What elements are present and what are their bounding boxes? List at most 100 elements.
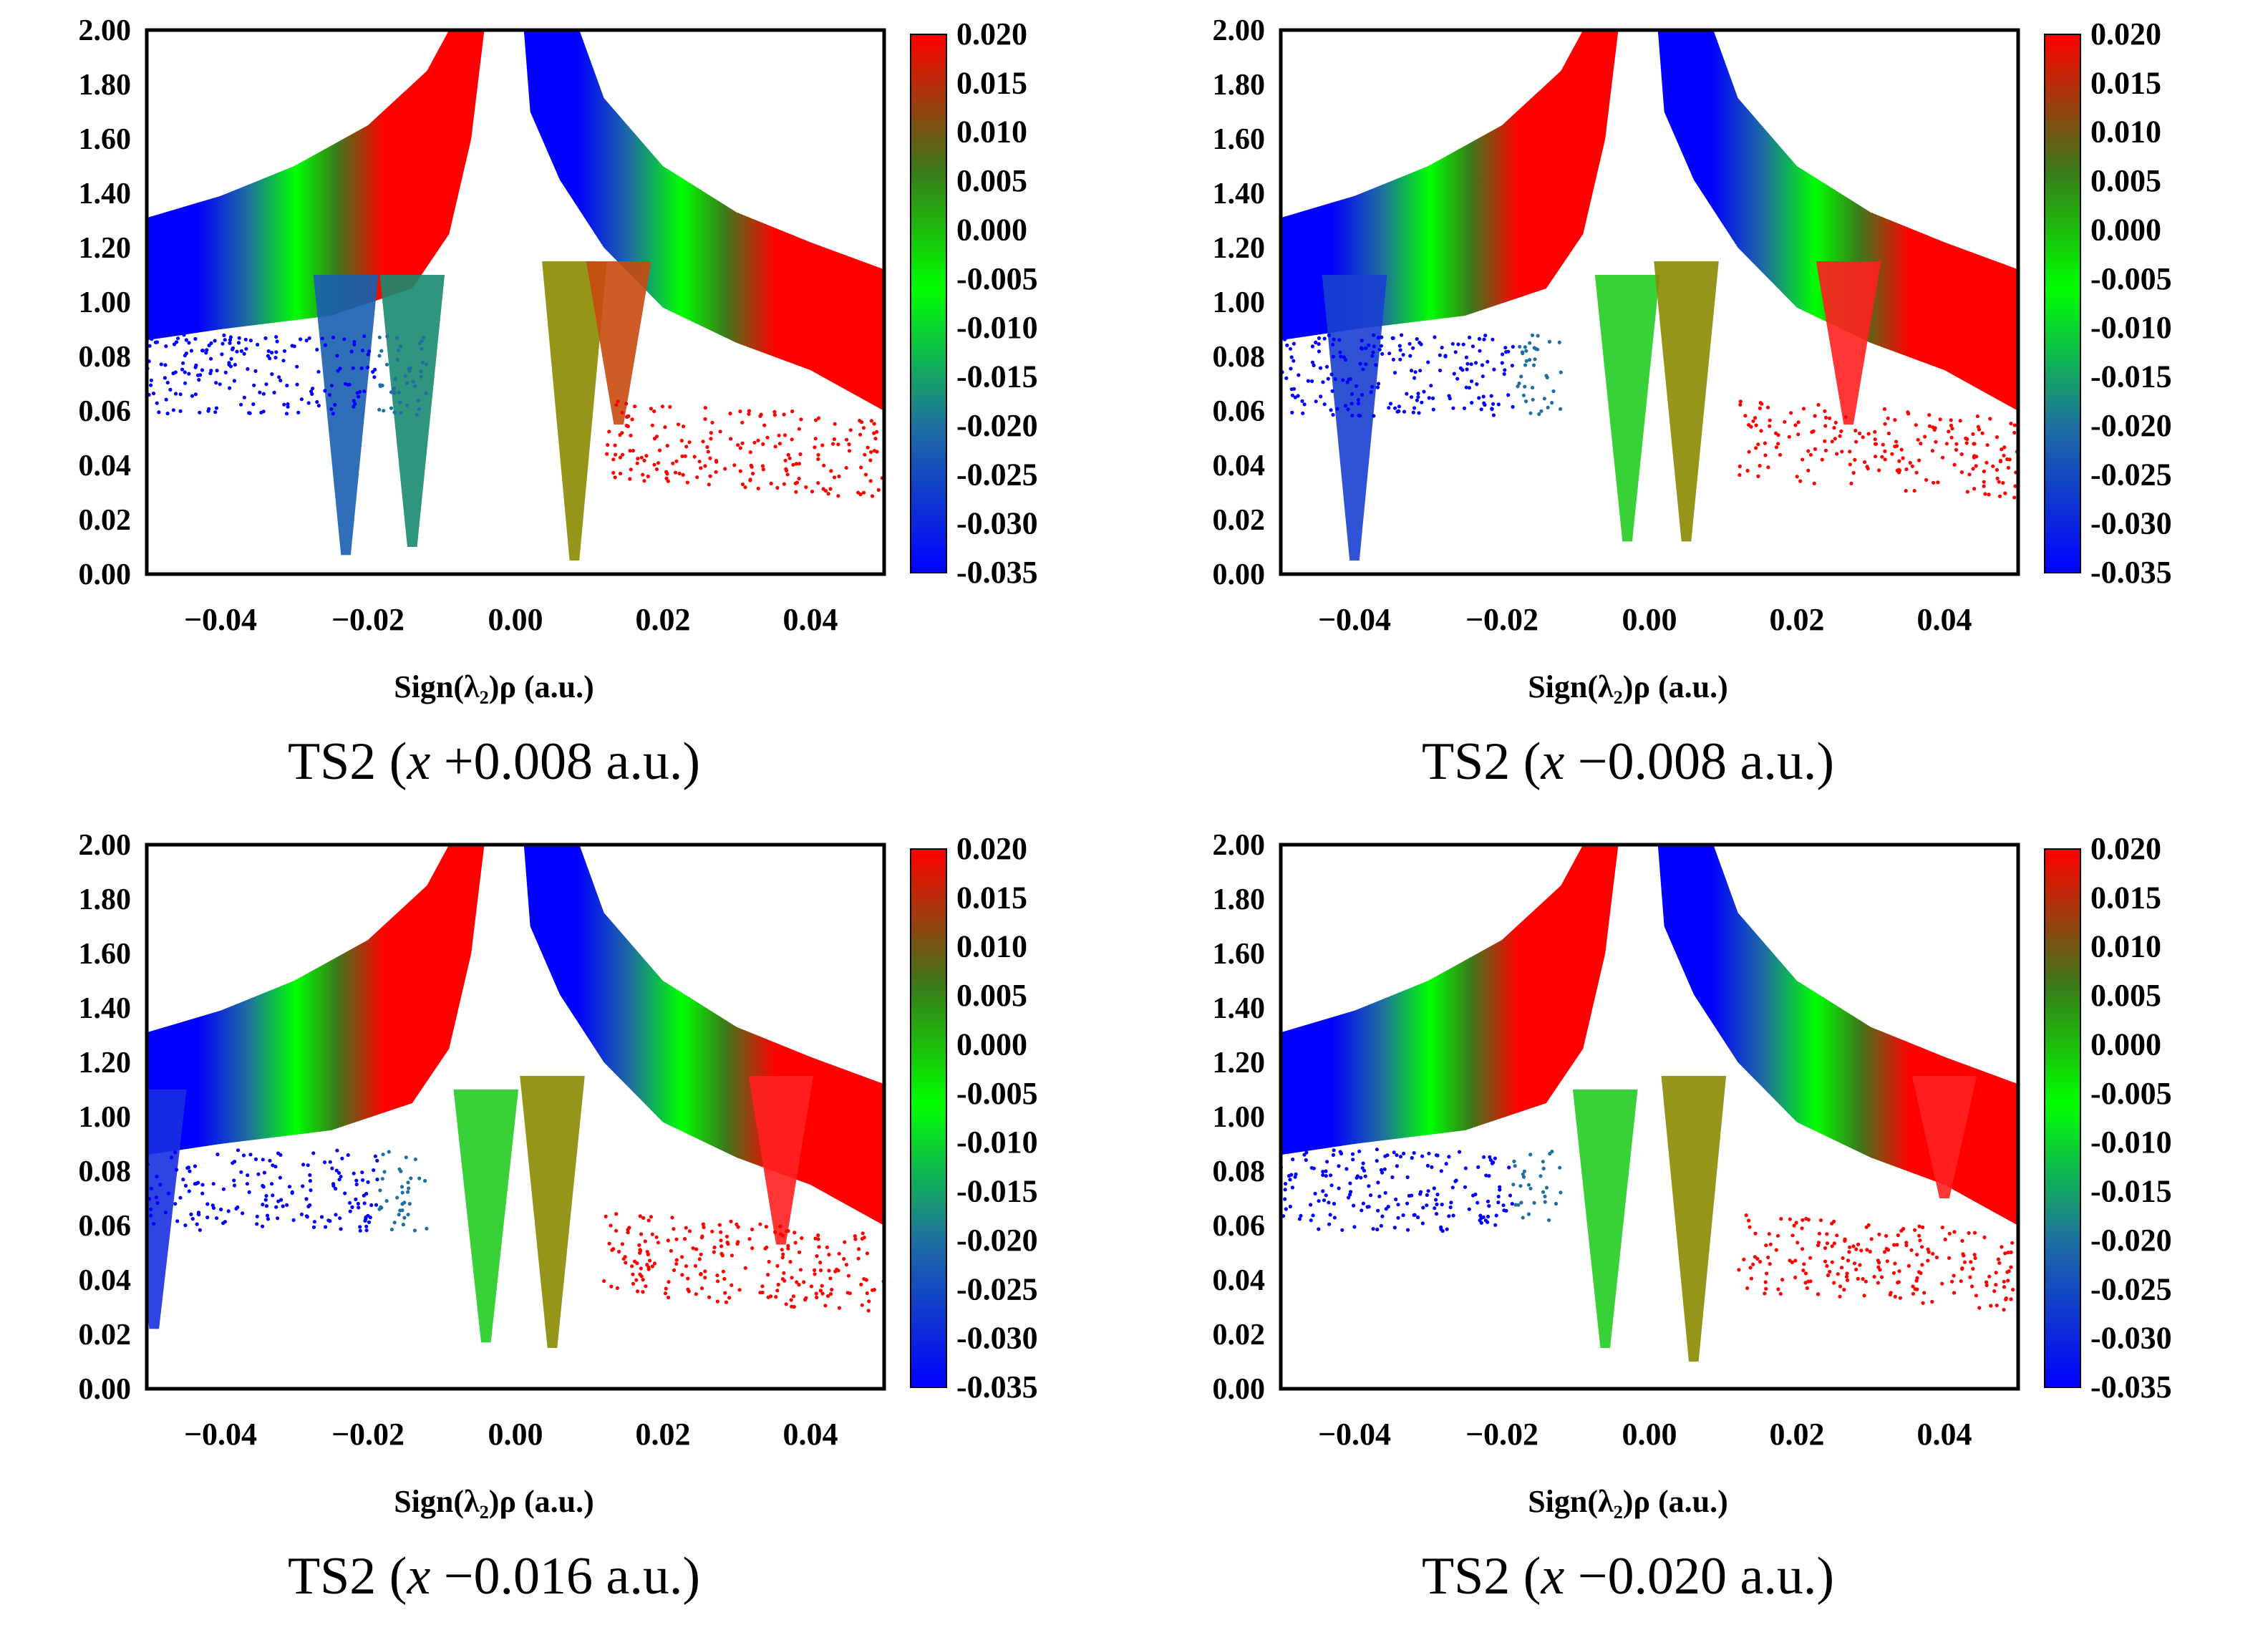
scatter-point	[1995, 467, 1999, 472]
scatter-point	[1862, 1294, 1866, 1298]
scatter-point	[366, 352, 370, 356]
scatter-point	[1528, 1153, 1533, 1157]
scatter-point	[186, 1165, 191, 1170]
scatter-point	[274, 335, 278, 339]
scatter-point	[331, 335, 336, 339]
scatter-point	[1747, 423, 1751, 427]
scatter-point	[1504, 350, 1508, 354]
scatter-point	[768, 1294, 773, 1299]
scatter-point	[375, 1178, 379, 1182]
x-axis-label: Sign(λ₂)ρ (a.u.)	[394, 669, 594, 704]
scatter-point	[1854, 440, 1858, 444]
scatter-band-left	[1281, 30, 1619, 341]
y-tick-label: 2.00	[79, 14, 132, 47]
scatter-point	[307, 336, 311, 340]
scatter-point	[1332, 337, 1336, 341]
scatter-point	[301, 1163, 306, 1167]
scatter-point	[1506, 393, 1511, 397]
scatter-point	[1317, 1227, 1321, 1231]
scatter-point	[190, 1217, 195, 1221]
scatter-point	[1452, 372, 1456, 376]
scatter-point	[1289, 367, 1293, 371]
scatter-point	[864, 1278, 868, 1282]
scatter-point	[152, 1222, 156, 1226]
scatter-point	[173, 1202, 178, 1206]
scatter-point	[1813, 447, 1818, 452]
scatter-point	[1475, 382, 1479, 387]
scatter-point	[1488, 1158, 1493, 1163]
scatter-point	[1796, 420, 1801, 425]
y-tick-label: 1.00	[1213, 286, 1266, 319]
scatter-point	[417, 1176, 422, 1180]
scatter-point	[1967, 472, 1972, 477]
scatter-point	[668, 404, 672, 409]
scatter-point	[1924, 477, 1929, 482]
scatter-point	[1526, 1183, 1531, 1187]
scatter-point	[1337, 1164, 1341, 1168]
scatter-point	[155, 1175, 159, 1179]
scatter-point	[1970, 1284, 1974, 1289]
scatter-point	[2012, 430, 2017, 435]
scatter-point	[338, 367, 342, 371]
scatter-point	[1297, 373, 1301, 377]
scatter-point	[1798, 479, 1803, 483]
scatter-point	[281, 359, 286, 363]
scatter-point	[1904, 1243, 1909, 1248]
scatter-point	[825, 1245, 829, 1249]
scatter-point	[1969, 1260, 1973, 1264]
scatter-point	[2003, 491, 2007, 495]
scatter-point	[832, 437, 836, 442]
scatter-point	[646, 1218, 651, 1223]
scatter-point	[1427, 396, 1431, 400]
scatter-point	[1965, 490, 1969, 494]
scatter-point	[227, 361, 231, 365]
scatter-point	[846, 1274, 850, 1278]
scatter-band-right	[523, 30, 884, 411]
scatter-point	[866, 1309, 871, 1313]
scatter-point	[1450, 1185, 1455, 1190]
x-tick-label: 0.04	[783, 1417, 838, 1452]
scatter-point	[2001, 481, 2005, 485]
scatter-point	[705, 445, 709, 450]
scatter-point	[228, 364, 233, 369]
scatter-point	[1754, 446, 1758, 450]
scatter-point	[609, 1223, 613, 1228]
scatter-point	[1327, 333, 1331, 337]
scatter-point	[1873, 430, 1877, 434]
scatter-point	[826, 492, 830, 496]
scatter-point	[1412, 376, 1417, 380]
scatter-point	[1443, 354, 1448, 359]
scatter-point	[620, 431, 624, 435]
scatter-point	[1896, 467, 1901, 472]
scatter-point	[772, 409, 777, 414]
scatter-point	[1852, 1261, 1857, 1266]
scatter-point	[354, 1178, 359, 1183]
scatter-point	[184, 338, 188, 342]
scatter-point	[1754, 423, 1758, 427]
scatter-point	[1447, 1155, 1451, 1159]
y-tick-label: 0.06	[1213, 1210, 1266, 1243]
scatter-point	[1396, 1203, 1400, 1207]
scatter-point	[242, 395, 246, 399]
scatter-point	[311, 1225, 316, 1229]
scatter-point	[1438, 368, 1443, 373]
scatter-point	[1958, 419, 1962, 423]
colorbar-tick-label: 0.000	[2090, 212, 2161, 247]
scatter-point	[869, 450, 873, 455]
scatter-point	[1530, 333, 1535, 337]
scatter-point	[1510, 364, 1514, 368]
scatter-points	[1281, 333, 2018, 500]
colorbar-tick-label: -0.005	[956, 261, 1038, 296]
scatter-point	[716, 1279, 720, 1284]
y-tick-label: 1.40	[1213, 178, 1266, 210]
scatter-point	[1347, 1195, 1351, 1200]
scatter-point	[261, 1158, 265, 1162]
scatter-point	[701, 440, 705, 444]
scatter-point	[1321, 1170, 1325, 1174]
scatter-point	[692, 455, 697, 459]
scatter-point	[352, 399, 356, 403]
colorbar	[2044, 34, 2081, 573]
scatter-point	[1897, 459, 1901, 463]
scatter-point	[738, 409, 742, 414]
scatter-point	[667, 1295, 671, 1300]
